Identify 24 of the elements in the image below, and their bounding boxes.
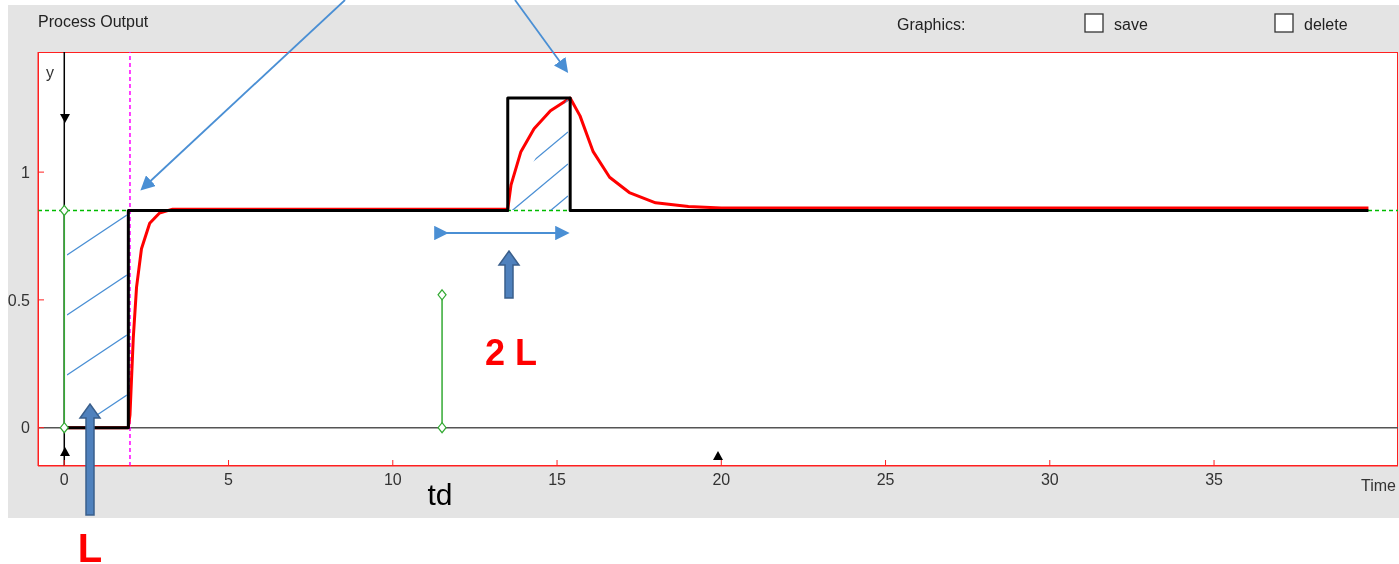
x-tick-label: 10 <box>383 471 402 489</box>
x-tick-label: 25 <box>876 471 895 489</box>
x-axis-title: Time <box>1361 477 1397 494</box>
point <box>437 422 447 434</box>
y-axis-title: y <box>46 64 54 81</box>
annotation: 2 L <box>484 332 538 373</box>
y-tick-label: 1 <box>21 163 31 181</box>
x-tick-label: 30 <box>1040 471 1059 489</box>
text: Graphics: <box>897 16 966 33</box>
y-tick-label: 0 <box>21 419 31 437</box>
chart-title: Process Output <box>38 13 149 31</box>
x-tick-label: 35 <box>1205 471 1224 489</box>
text: L <box>77 526 103 564</box>
point <box>437 289 447 301</box>
point <box>59 204 69 217</box>
x-tick-label: 20 <box>712 471 731 489</box>
x-tick-label: 15 <box>548 471 567 489</box>
x-tick-label: 0 <box>59 471 69 489</box>
point <box>59 422 69 434</box>
text: delete <box>1304 16 1348 33</box>
text: td <box>427 478 453 511</box>
text: save <box>1114 16 1148 33</box>
x-tick-label: 5 <box>224 471 234 489</box>
y-tick-label: 0.5 <box>7 291 31 309</box>
